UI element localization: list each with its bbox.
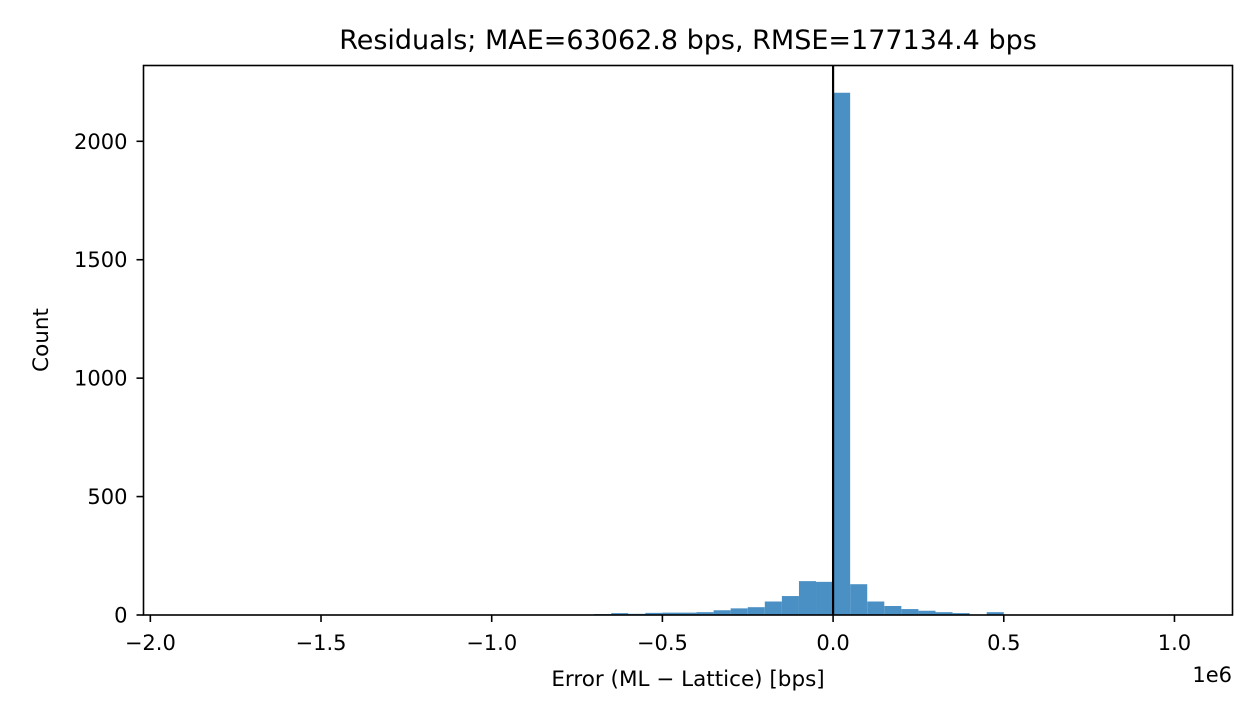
histogram-bars bbox=[594, 92, 1038, 615]
x-tick-label: 0.5 bbox=[987, 631, 1020, 655]
x-tick-label: −2.0 bbox=[125, 631, 176, 655]
histogram-bar bbox=[781, 596, 799, 615]
y-tick-label: 2000 bbox=[74, 130, 127, 154]
y-tick-label: 500 bbox=[87, 485, 127, 509]
histogram-bar bbox=[816, 581, 834, 615]
x-tick-label: −1.5 bbox=[296, 631, 347, 655]
histogram-bar bbox=[986, 612, 1004, 615]
x-tick-label: −1.0 bbox=[466, 631, 517, 655]
chart-title: Residuals; MAE=63062.8 bps, RMSE=177134.… bbox=[339, 25, 1037, 56]
x-axis-ticks: −2.0 −1.5 −1.0 −0.5 0.0 0.5 1.0 bbox=[125, 615, 1191, 655]
y-tick-label: 0 bbox=[114, 604, 127, 628]
plot-frame bbox=[142, 64, 1234, 616]
histogram-bar bbox=[730, 608, 748, 615]
histogram-bar bbox=[884, 605, 902, 615]
y-tick-label: 1500 bbox=[74, 248, 127, 272]
histogram-bar bbox=[918, 610, 936, 615]
x-axis-label: Error (ML − Lattice) [bps] bbox=[551, 667, 824, 692]
x-axis-offset-label: 1e6 bbox=[1192, 663, 1232, 687]
histogram-bar bbox=[713, 610, 731, 615]
histogram-bar bbox=[901, 609, 919, 615]
histogram-bar bbox=[747, 607, 765, 615]
y-axis-ticks: 0 500 1000 1500 2000 bbox=[74, 130, 144, 628]
y-tick-label: 1000 bbox=[74, 367, 127, 391]
histogram-bar bbox=[645, 612, 663, 615]
x-tick-label: −0.5 bbox=[637, 631, 688, 655]
histogram-bar bbox=[611, 613, 629, 615]
histogram-bar bbox=[833, 92, 851, 615]
histogram-bar bbox=[679, 612, 697, 615]
histogram-bar bbox=[798, 581, 817, 615]
histogram-bar bbox=[662, 612, 680, 615]
histogram-bar bbox=[764, 601, 782, 615]
x-tick-label: 0.0 bbox=[816, 631, 849, 655]
histogram-bar bbox=[952, 613, 970, 615]
y-axis-label: Count bbox=[29, 308, 54, 372]
histogram-bar bbox=[935, 612, 953, 615]
histogram-bar bbox=[850, 584, 868, 615]
histogram-bar bbox=[867, 601, 885, 615]
x-tick-label: 1.0 bbox=[1158, 631, 1191, 655]
histogram-bar bbox=[696, 612, 714, 615]
